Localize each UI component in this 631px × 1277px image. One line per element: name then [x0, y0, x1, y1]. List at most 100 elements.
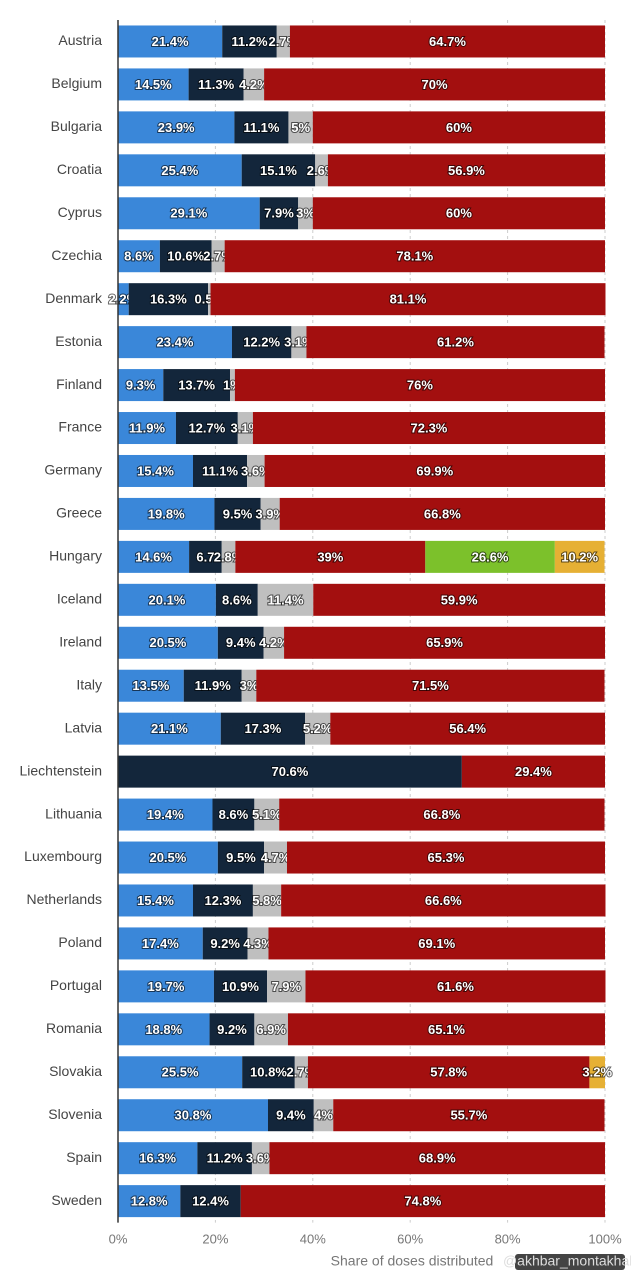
bar-segment: [251, 1142, 270, 1175]
bar-segment: [327, 154, 605, 187]
data-label: 12.4%: [192, 1194, 229, 1209]
data-label: 5.8%: [252, 893, 282, 908]
bar-segment: [313, 583, 605, 616]
data-label: 6.7: [196, 549, 214, 564]
y-tick-label: Denmark: [45, 290, 103, 306]
bar-segment: [461, 755, 605, 788]
x-tick-label: 100%: [588, 1231, 622, 1246]
data-label: 30.8%: [175, 1108, 212, 1123]
bar-segment: [118, 1056, 243, 1089]
y-tick-label: Hungary: [49, 548, 102, 564]
data-label: 68.9%: [419, 1151, 456, 1166]
bar-segment: [252, 412, 606, 445]
data-label: 3.6%: [241, 463, 271, 478]
data-label: 65.1%: [428, 1022, 465, 1037]
data-label: 61.6%: [437, 979, 474, 994]
y-tick-label: Greece: [56, 505, 102, 521]
data-label: 59.9%: [441, 592, 478, 607]
data-label: 11.2%: [207, 1151, 244, 1166]
data-label: 16.3%: [139, 1151, 176, 1166]
bar-segment: [214, 497, 261, 530]
y-tick-label: Slovakia: [49, 1063, 102, 1079]
x-axis-title: Share of doses distributed: [331, 1253, 494, 1269]
data-label: 39%: [317, 549, 343, 564]
data-label: 9.4%: [226, 635, 256, 650]
data-label: 17.3%: [244, 721, 281, 736]
data-label: 69.9%: [416, 463, 453, 478]
bar-segment: [284, 626, 605, 659]
y-tick-label: Romania: [46, 1020, 102, 1036]
bar-segment: [118, 1142, 198, 1175]
watermark: @akhbar_montakhab: [503, 1253, 631, 1269]
data-label: 15.4%: [137, 463, 174, 478]
data-label: 57.8%: [430, 1065, 467, 1080]
data-label: 10.8%: [250, 1065, 287, 1080]
data-label: 55.7%: [450, 1108, 487, 1123]
data-label: 12.2%: [243, 335, 280, 350]
bar-segment: [305, 970, 606, 1003]
data-label: 3%: [296, 206, 315, 221]
bar-segment: [128, 283, 209, 316]
bar-segment: [237, 412, 253, 445]
bar-segment: [279, 798, 605, 831]
bar-segment: [267, 1099, 314, 1132]
bar-segment: [118, 68, 189, 101]
data-label: 64.7%: [429, 34, 466, 49]
data-label: 9.2%: [210, 936, 240, 951]
bar-segment: [231, 326, 292, 359]
bar-segment: [286, 841, 605, 874]
data-label: 60%: [446, 206, 472, 221]
y-tick-label: Ireland: [59, 633, 102, 649]
bar-segment: [254, 1013, 288, 1046]
data-label: 23.4%: [157, 335, 194, 350]
data-label: 11.3%: [198, 77, 235, 92]
data-label: 15.4%: [137, 893, 174, 908]
bar-segment: [276, 25, 290, 58]
bar-segment: [215, 583, 258, 616]
bar-segment: [288, 111, 313, 144]
data-label: 56.9%: [448, 163, 485, 178]
data-label: 19.8%: [148, 506, 185, 521]
bar-segment: [264, 68, 605, 101]
data-label: 11.2%: [231, 34, 268, 49]
data-label: 70%: [422, 77, 448, 92]
bar-segment: [118, 755, 462, 788]
data-label: 11.1%: [202, 463, 239, 478]
data-label: 11.9%: [129, 420, 166, 435]
data-label: 5.2%: [303, 721, 333, 736]
data-label: 9.4%: [276, 1108, 306, 1123]
bar-segment: [118, 412, 176, 445]
data-label: 10.6%: [167, 249, 204, 264]
y-tick-label: Estonia: [55, 333, 102, 349]
data-label: 6.9%: [256, 1022, 286, 1037]
data-label: 11.4%: [267, 592, 304, 607]
data-label: 12.3%: [205, 893, 242, 908]
y-tick-label: Poland: [58, 934, 102, 950]
data-label: 9.3%: [126, 378, 156, 393]
y-tick-label: Latvia: [65, 719, 103, 735]
data-label: 74.8%: [404, 1194, 441, 1209]
data-label: 71.5%: [412, 678, 449, 693]
bar-segment: [306, 326, 605, 359]
bar-segment: [289, 25, 605, 58]
bar-segment: [118, 1185, 181, 1218]
bar-segment: [118, 669, 184, 702]
bar-segment: [118, 111, 235, 144]
x-tick-label: 60%: [397, 1231, 423, 1246]
y-tick-label: Portugal: [50, 977, 102, 993]
data-label: 25.4%: [161, 163, 198, 178]
data-label: 4%: [314, 1108, 333, 1123]
bar-segment: [118, 884, 193, 917]
bar-segment: [159, 240, 212, 273]
bar-segment: [425, 540, 555, 573]
data-label: 12.8%: [131, 1194, 168, 1209]
bar-segment: [330, 712, 605, 745]
y-tick-label: Lithuania: [45, 805, 102, 821]
bar-segment: [118, 626, 218, 659]
data-label: 21.1%: [151, 721, 188, 736]
bar-segment: [180, 1185, 241, 1218]
data-label: 8.6%: [219, 807, 249, 822]
data-label: 15.1%: [260, 163, 297, 178]
data-label: 4.7%: [261, 850, 291, 865]
